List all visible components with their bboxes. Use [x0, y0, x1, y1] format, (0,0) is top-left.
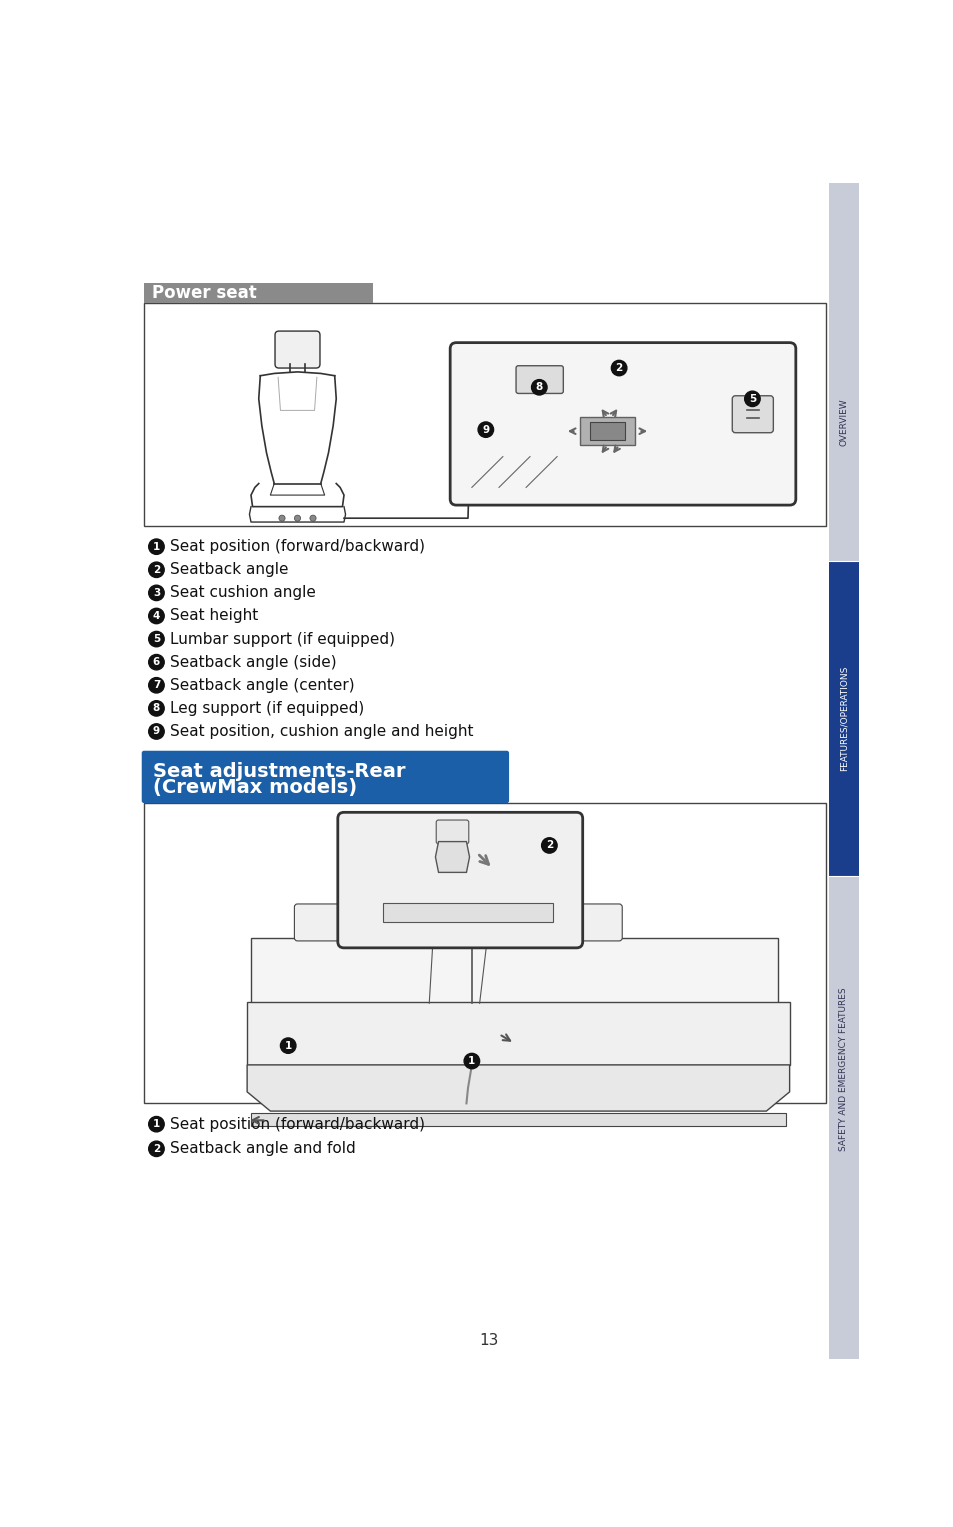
Text: OVERVIEW: OVERVIEW — [839, 399, 847, 446]
Circle shape — [149, 724, 164, 739]
Circle shape — [531, 380, 546, 395]
Bar — [828, 560, 858, 876]
Text: Seatback angle and fold: Seatback angle and fold — [171, 1141, 355, 1156]
Text: 1: 1 — [152, 542, 160, 551]
Text: Seatback angle (side): Seatback angle (side) — [171, 655, 336, 670]
Text: 7: 7 — [152, 681, 160, 690]
Circle shape — [149, 1116, 164, 1132]
Text: Power seat: Power seat — [152, 284, 256, 302]
FancyBboxPatch shape — [294, 904, 351, 941]
Text: 6: 6 — [152, 657, 160, 667]
Bar — [251, 1113, 785, 1127]
Text: SAFETY AND EMERGENCY FEATURES: SAFETY AND EMERGENCY FEATURES — [839, 986, 847, 1150]
Circle shape — [310, 515, 315, 521]
Circle shape — [149, 539, 164, 554]
Text: Leg support (if equipped): Leg support (if equipped) — [171, 701, 364, 716]
Text: 9: 9 — [482, 425, 489, 435]
Text: Seatback angle (center): Seatback angle (center) — [171, 678, 355, 693]
Circle shape — [611, 360, 626, 376]
Bar — [251, 938, 778, 1003]
Text: Seat cushion angle: Seat cushion angle — [171, 585, 316, 600]
Text: Seat position (forward/backward): Seat position (forward/backward) — [171, 539, 425, 554]
Text: 8: 8 — [536, 382, 542, 392]
FancyBboxPatch shape — [516, 366, 562, 394]
FancyBboxPatch shape — [337, 812, 582, 948]
Circle shape — [149, 585, 164, 600]
Polygon shape — [435, 841, 469, 872]
Text: Lumbar support (if equipped): Lumbar support (if equipped) — [171, 632, 395, 646]
Bar — [590, 421, 624, 440]
FancyBboxPatch shape — [142, 751, 509, 803]
Text: 2: 2 — [152, 1144, 160, 1154]
Text: 1: 1 — [152, 1119, 160, 1128]
Bar — [144, 302, 825, 525]
Text: 2: 2 — [615, 363, 622, 373]
Text: 13: 13 — [478, 1333, 498, 1348]
Circle shape — [149, 678, 164, 693]
Text: 4: 4 — [152, 611, 160, 621]
FancyBboxPatch shape — [450, 342, 795, 505]
FancyBboxPatch shape — [274, 331, 319, 368]
Circle shape — [280, 1038, 295, 1054]
Bar — [144, 803, 825, 1104]
FancyBboxPatch shape — [436, 820, 468, 844]
Circle shape — [294, 515, 300, 521]
Bar — [382, 902, 553, 922]
Text: Seat position (forward/backward): Seat position (forward/backward) — [171, 1116, 425, 1132]
Text: Seat adjustments-Rear: Seat adjustments-Rear — [153, 762, 405, 780]
Text: 8: 8 — [152, 704, 160, 713]
Text: 9: 9 — [152, 727, 160, 736]
Text: 3: 3 — [152, 588, 160, 599]
Circle shape — [149, 608, 164, 623]
Circle shape — [278, 515, 285, 521]
Polygon shape — [247, 1064, 789, 1112]
Text: 2: 2 — [152, 565, 160, 574]
Text: FEATURES/OPERATIONS: FEATURES/OPERATIONS — [839, 666, 847, 771]
Circle shape — [464, 1054, 479, 1069]
Bar — [247, 1002, 789, 1064]
Text: 1: 1 — [468, 1057, 475, 1066]
Text: Seat height: Seat height — [171, 608, 258, 623]
Circle shape — [149, 562, 164, 577]
FancyBboxPatch shape — [565, 904, 621, 941]
Bar — [144, 284, 373, 304]
Bar — [828, 183, 858, 1359]
Text: 5: 5 — [152, 634, 160, 644]
Text: Seat position, cushion angle and height: Seat position, cushion angle and height — [171, 724, 474, 739]
Text: 1: 1 — [284, 1040, 292, 1051]
Circle shape — [149, 701, 164, 716]
Circle shape — [541, 838, 557, 854]
Text: Seatback angle: Seatback angle — [171, 562, 289, 577]
FancyBboxPatch shape — [732, 395, 773, 432]
Circle shape — [149, 631, 164, 647]
Circle shape — [477, 421, 493, 437]
Text: 2: 2 — [545, 840, 553, 851]
FancyBboxPatch shape — [431, 909, 477, 941]
Circle shape — [744, 391, 760, 406]
Bar — [579, 417, 634, 444]
Circle shape — [149, 655, 164, 670]
Text: 5: 5 — [748, 394, 756, 403]
Text: (CrewMax models): (CrewMax models) — [153, 777, 357, 797]
Circle shape — [149, 1141, 164, 1156]
